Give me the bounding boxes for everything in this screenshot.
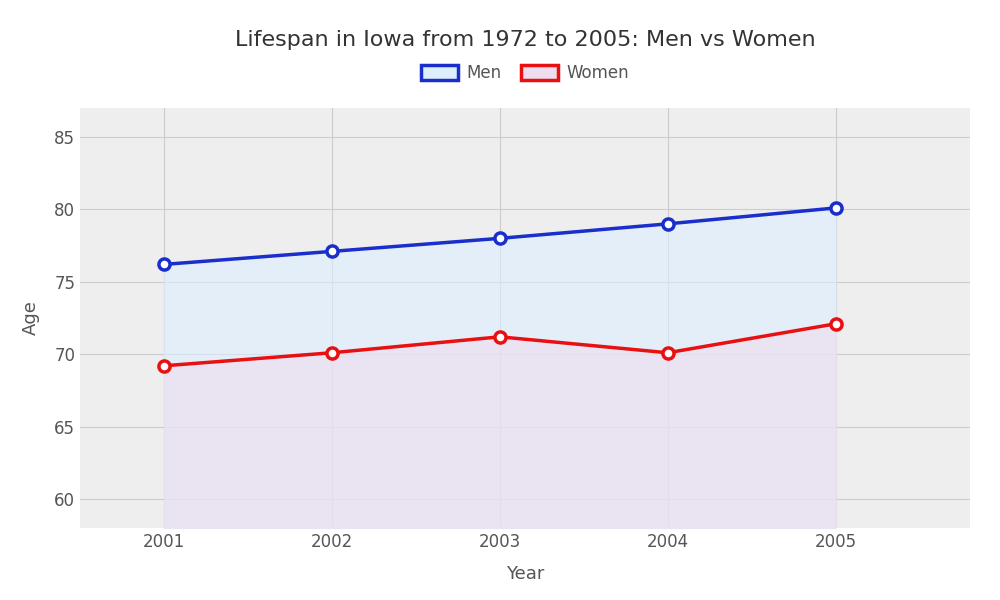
X-axis label: Year: Year [506,565,544,583]
Title: Lifespan in Iowa from 1972 to 2005: Men vs Women: Lifespan in Iowa from 1972 to 2005: Men … [235,29,815,49]
Y-axis label: Age: Age [22,301,40,335]
Legend: Men, Women: Men, Women [414,58,636,89]
